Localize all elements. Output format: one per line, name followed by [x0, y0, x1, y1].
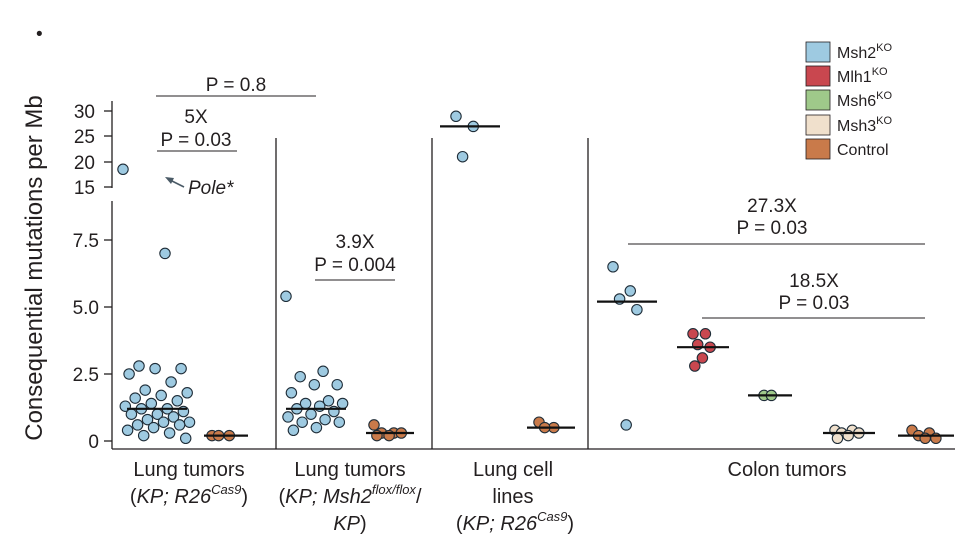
data-point: [165, 376, 177, 388]
data-point: [368, 419, 380, 431]
data-point: [322, 395, 335, 407]
data-point: [282, 411, 294, 423]
data-point: [149, 362, 161, 375]
p-value-overall: P = 0.8: [206, 75, 266, 96]
median-lines: [127, 125, 954, 437]
data-point: [121, 424, 134, 437]
data-point: [831, 432, 844, 445]
data-point: [131, 419, 144, 431]
legend-swatch-msh3: [805, 114, 831, 136]
data-point: [179, 432, 192, 445]
data-point: [159, 247, 171, 260]
legend-swatch-control: [805, 138, 831, 160]
legend-swatch-mlh1: [805, 65, 831, 87]
x-group-labels: Lung tumors (KP; R26Cas9) Lung tumors (K…: [130, 459, 847, 535]
p-value-lung: P = 0.03: [161, 130, 232, 151]
y-tick-label: 25: [74, 127, 95, 148]
legend-label-msh6: Msh6KO: [837, 90, 892, 110]
group-label-line2: lines: [492, 486, 533, 508]
data-point: [181, 387, 193, 399]
group-label-line3: KP): [333, 513, 366, 535]
outlier-label: Pole*: [188, 178, 234, 199]
p-value-colon-control: P = 0.03: [737, 218, 808, 239]
y-tick-label: 2.5: [73, 365, 99, 386]
legend-label-mlh1: Mlh1KO: [837, 66, 888, 86]
data-point: [117, 163, 129, 176]
annotations: P = 0.8 5X P = 0.03 Pole* 3.9X P = 0.004…: [156, 75, 925, 319]
data-point: [631, 303, 643, 316]
corner-mark: •: [36, 24, 43, 45]
y-axis-title: Consequential mutations per Mb: [21, 95, 48, 441]
fold-change-lung: 5X: [184, 107, 208, 128]
group-label-line1: Lung tumors: [133, 459, 244, 481]
y-tick-label: 0: [88, 432, 99, 453]
data-point: [175, 362, 187, 375]
data-point: [456, 150, 469, 163]
data-point: [336, 397, 349, 410]
data-point: [123, 368, 135, 380]
data-point: [310, 421, 323, 434]
data-point: [699, 328, 712, 340]
group-label-line3: (KP; R26Cas9): [456, 509, 574, 535]
legend-label-control: Control: [837, 142, 889, 159]
group-label-line1: Lung cell: [473, 459, 553, 481]
data-point: [308, 378, 321, 391]
legend: Msh2KO Mlh1KO Msh6KO Msh3KO Control: [805, 41, 892, 160]
data-point: [689, 360, 701, 372]
data-point: [287, 424, 300, 437]
y-tick-label: 15: [74, 178, 95, 199]
axes: [111, 101, 955, 450]
data-point: [280, 290, 292, 303]
data-point: [125, 408, 138, 420]
data-point: [163, 427, 176, 439]
fold-change-flox: 3.9X: [335, 232, 374, 253]
data-point: [137, 429, 150, 442]
data-point: [147, 421, 160, 434]
legend-label-msh2: Msh2KO: [837, 42, 892, 62]
data-point: [296, 416, 308, 428]
data-point: [687, 328, 699, 340]
legend-label-msh3: Msh3KO: [837, 115, 892, 135]
data-point: [450, 110, 462, 123]
data-point: [333, 416, 346, 428]
data-point: [145, 397, 158, 410]
data-point: [305, 408, 317, 420]
data-point: [317, 365, 329, 378]
p-value-colon-msh3: P = 0.03: [779, 293, 850, 314]
group-label-line2: (KP; R26Cas9): [130, 482, 248, 508]
data-point: [624, 285, 637, 297]
fold-change-colon-msh3: 18.5X: [789, 271, 839, 292]
y-tick-label: 5.0: [73, 298, 99, 319]
data-point: [157, 416, 170, 428]
group-label-line1: Colon tumors: [728, 459, 847, 481]
y-tick-label: 20: [74, 153, 95, 174]
data-point: [173, 419, 186, 431]
y-tick-label: 7.5: [73, 231, 99, 252]
data-point: [696, 352, 709, 364]
data-point: [607, 261, 619, 273]
group-label-line1: Lung tumors: [294, 459, 405, 481]
data-point: [139, 384, 151, 396]
data-point: [319, 413, 331, 426]
group-label-line2: (KP; Msh2flox/flox/: [278, 482, 421, 508]
data-point: [129, 392, 141, 404]
data-point: [620, 419, 632, 431]
data-point: [155, 389, 167, 402]
legend-swatch-msh2: [805, 41, 831, 63]
data-point: [133, 360, 145, 372]
legend-swatch-msh6: [805, 89, 831, 111]
data-point: [171, 395, 184, 407]
fold-change-colon-control: 27.3X: [747, 196, 797, 217]
outlier-arrowhead: [165, 177, 174, 184]
data-point: [285, 387, 298, 399]
data-point: [141, 413, 154, 426]
p-value-flox: P = 0.004: [314, 255, 396, 276]
y-ticks: 0 2.5 5.0 7.5 15 20 25 30: [73, 102, 112, 453]
y-tick-label: 30: [74, 102, 95, 123]
data-point: [167, 411, 180, 423]
data-point: [331, 378, 343, 391]
data-point: [183, 416, 196, 428]
data-point: [294, 370, 306, 383]
